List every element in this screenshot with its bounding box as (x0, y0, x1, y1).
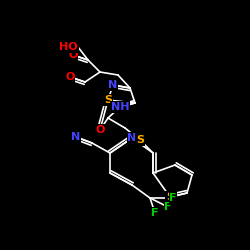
Text: N: N (72, 132, 80, 142)
Text: F: F (169, 193, 177, 203)
Text: O: O (65, 72, 75, 82)
Text: N: N (128, 133, 136, 143)
Text: F: F (164, 202, 172, 212)
Text: NH: NH (111, 102, 129, 112)
Text: O: O (95, 125, 105, 135)
Text: S: S (166, 192, 174, 202)
Text: S: S (104, 95, 112, 105)
Text: N: N (108, 80, 118, 90)
Text: HO: HO (60, 42, 78, 52)
Text: S: S (136, 135, 144, 145)
Text: O: O (68, 50, 78, 60)
Text: F: F (151, 208, 159, 218)
